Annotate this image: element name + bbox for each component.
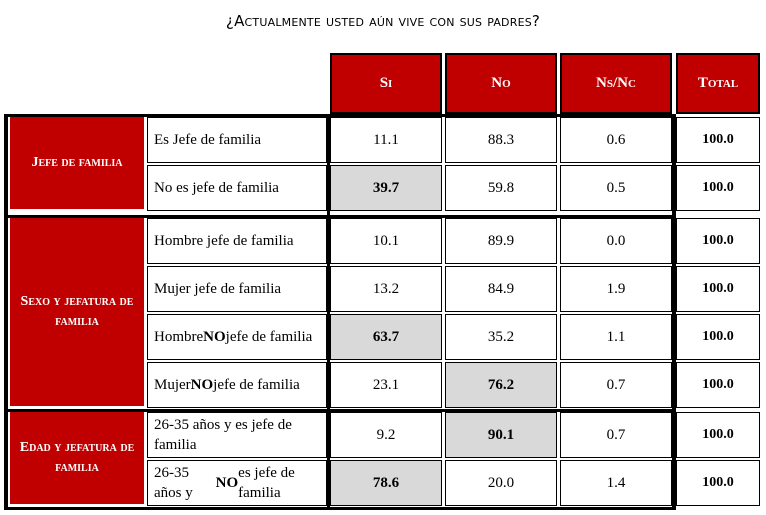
table-border <box>4 507 676 510</box>
header-no: No <box>445 53 557 114</box>
value-nsnc: 1.4 <box>560 460 672 506</box>
table-border <box>327 114 330 510</box>
table-border <box>4 215 676 218</box>
value-total: 100.0 <box>676 460 760 506</box>
header-total: Total <box>676 53 760 114</box>
value-no: 76.2 <box>445 362 557 408</box>
table-border <box>4 409 676 412</box>
value-si: 23.1 <box>330 362 442 408</box>
value-total: 100.0 <box>676 266 760 312</box>
row-label: Mujer jefe de familia <box>147 266 327 312</box>
value-no: 20.0 <box>445 460 557 506</box>
value-no: 89.9 <box>445 218 557 264</box>
value-nsnc: 0.7 <box>560 412 672 458</box>
header-nsnc: Ns/Nc <box>560 53 672 114</box>
value-total: 100.0 <box>676 218 760 264</box>
table-title: ¿Actualmente usted aún vive con sus padr… <box>225 12 541 30</box>
value-no: 59.8 <box>445 165 557 211</box>
table-border <box>4 114 676 117</box>
value-si: 10.1 <box>330 218 442 264</box>
row-label: 26-35 años y es jefe de familia <box>147 412 327 458</box>
group-label: Jefe de familia <box>10 117 144 211</box>
value-no: 88.3 <box>445 117 557 163</box>
group-label: Sexo y jefatura de familia <box>10 218 144 408</box>
value-si: 39.7 <box>330 165 442 211</box>
value-nsnc: 0.6 <box>560 117 672 163</box>
row-label: Mujer NO jefe de familia <box>147 362 327 408</box>
row-label: Es Jefe de familia <box>147 117 327 163</box>
value-si: 13.2 <box>330 266 442 312</box>
value-total: 100.0 <box>676 117 760 163</box>
table-border <box>4 114 8 510</box>
value-si: 78.6 <box>330 460 442 506</box>
value-nsnc: 0.0 <box>560 218 672 264</box>
value-no: 35.2 <box>445 314 557 360</box>
value-total: 100.0 <box>676 362 760 408</box>
row-label: Hombre NO jefe de familia <box>147 314 327 360</box>
row-label: No es jefe de familia <box>147 165 327 211</box>
value-si: 63.7 <box>330 314 442 360</box>
value-no: 84.9 <box>445 266 557 312</box>
value-nsnc: 1.9 <box>560 266 672 312</box>
value-no: 90.1 <box>445 412 557 458</box>
value-total: 100.0 <box>676 314 760 360</box>
row-label: 26-35 años y NO es jefe de familia <box>147 460 327 506</box>
group-label: Edad y jefatura de familia <box>10 412 144 506</box>
value-total: 100.0 <box>676 412 760 458</box>
row-label: Hombre jefe de familia <box>147 218 327 264</box>
value-si: 9.2 <box>330 412 442 458</box>
value-si: 11.1 <box>330 117 442 163</box>
value-total: 100.0 <box>676 165 760 211</box>
value-nsnc: 1.1 <box>560 314 672 360</box>
value-nsnc: 0.7 <box>560 362 672 408</box>
value-nsnc: 0.5 <box>560 165 672 211</box>
header-si: Si <box>330 53 442 114</box>
table-border <box>672 114 676 510</box>
